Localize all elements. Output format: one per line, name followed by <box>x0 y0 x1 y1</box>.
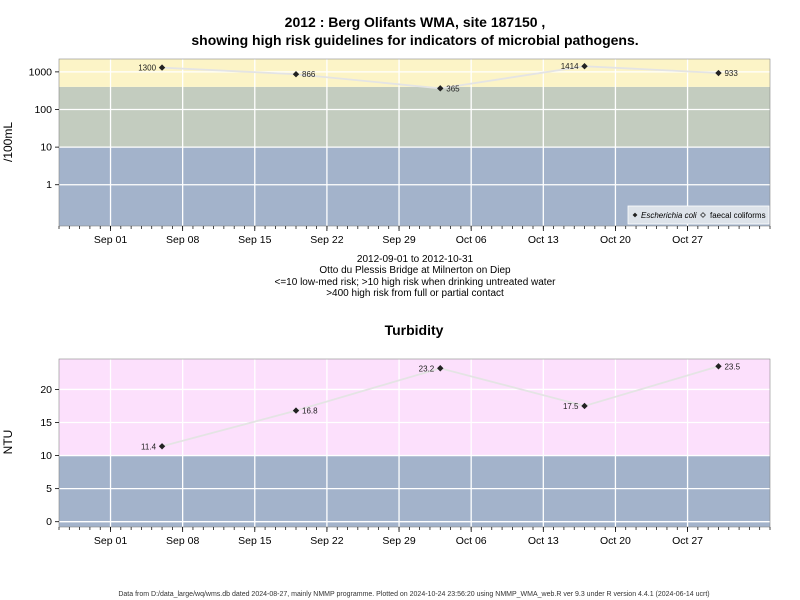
chart1-data-point <box>437 85 444 92</box>
legend-marker-ecoli <box>632 212 638 218</box>
chart2-risk-band-1 <box>59 359 770 456</box>
chart1-xtick-label: Sep 01 <box>94 234 127 246</box>
chart1-data-label: 365 <box>446 84 460 93</box>
chart2-xtick-label: Oct 13 <box>528 535 559 547</box>
chart1-ytick-label: 1000 <box>29 66 53 78</box>
chart1-title-line1: 2012 : Berg Olifants WMA, site 187150 , <box>285 14 546 30</box>
chart2-ylabel: NTU <box>1 430 15 455</box>
chart2-ytick-label: 0 <box>46 516 52 528</box>
legend-label-faecal: faecal coliforms <box>710 211 766 220</box>
chart1-xtick-label: Sep 22 <box>310 234 343 246</box>
chart2-ytick-label: 20 <box>40 384 52 396</box>
chart2-title: Turbidity <box>385 322 444 338</box>
chart2-ytick-label: 15 <box>40 417 52 429</box>
chart1-subtitle-line3: <=10 low-med risk; >10 high risk when dr… <box>275 277 557 288</box>
chart1-xtick-label: Sep 15 <box>238 234 271 246</box>
chart1-data-label: 1414 <box>561 62 579 71</box>
chart1-subtitle-line4: >400 high risk from full or partial cont… <box>326 288 504 299</box>
chart2-data-label: 23.5 <box>724 362 740 371</box>
legend-marker-faecal <box>700 212 706 218</box>
chart2-data-point <box>292 407 300 414</box>
chart1-data-label: 933 <box>724 69 738 78</box>
chart2-frame <box>58 358 771 528</box>
chart1-xtick-label: Oct 27 <box>672 234 703 246</box>
chart2-xtick-label: Oct 20 <box>600 535 631 547</box>
chart2-xtick-label: Sep 01 <box>94 535 127 547</box>
chart1-data-point <box>292 71 300 78</box>
chart1-title-line2: showing high risk guidelines for indicat… <box>191 32 638 48</box>
chart2-data-point <box>437 365 444 372</box>
chart2-data-point <box>158 443 166 450</box>
chart1-ytick-label: 10 <box>40 142 52 154</box>
chart2-xtick-label: Sep 08 <box>166 535 199 547</box>
chart1-xtick-label: Oct 13 <box>528 234 559 246</box>
chart1-ylabel: /100mL <box>1 122 15 162</box>
chart1-data-label: 866 <box>302 70 316 79</box>
chart2-xtick-label: Oct 27 <box>672 535 703 547</box>
chart2-risk-band-0 <box>59 455 770 527</box>
chart1-data-point <box>715 69 722 77</box>
chart2-xtick-label: Sep 29 <box>382 535 415 547</box>
chart1-subtitle-line1: 2012-09-01 to 2012-10-31 <box>357 254 474 265</box>
chart2-data-label: 16.8 <box>302 407 318 416</box>
chart2-data-label: 23.2 <box>419 364 435 373</box>
chart2-data-point <box>715 363 722 370</box>
chart1-risk-band-1 <box>59 86 770 148</box>
chart1-risk-band-2 <box>59 59 770 87</box>
chart2-xtick-label: Sep 22 <box>310 535 343 547</box>
chart2-ytick-label: 5 <box>46 483 52 495</box>
chart1-xtick-label: Sep 08 <box>166 234 199 246</box>
chart1-frame <box>58 58 771 227</box>
chart1-xtick-label: Oct 06 <box>456 234 487 246</box>
chart2-data-point <box>581 402 588 410</box>
chart1-data-point <box>158 64 166 71</box>
chart1-ytick-label: 100 <box>34 104 52 116</box>
footer-note: Data from D:/data_large/wq/wms.db dated … <box>118 591 709 598</box>
chart2-plot: Sep 01 Sep 08 Sep 15 Sep 22 Sep 29 Oct 06 Oct … <box>40 358 771 547</box>
chart2-xtick-label: Oct 06 <box>456 535 487 547</box>
chart2-data-label: 17.5 <box>563 402 579 411</box>
chart1-ytick-label: 1 <box>46 179 52 191</box>
legend-label-ecoli: Escherichia coli <box>641 211 697 220</box>
chart2-ytick-label: 10 <box>40 450 52 462</box>
chart1-data-label: 1300 <box>138 64 156 73</box>
chart1-subtitle-line2: Otto du Plessis Bridge at Milnerton on D… <box>319 265 511 276</box>
chart1-plot: Sep 01 Sep 08 Sep 15 Sep 22 Sep 29 Oct 06 Oct … <box>29 58 771 246</box>
chart1-data-point <box>581 63 588 70</box>
chart2-xtick-label: Sep 15 <box>238 535 271 547</box>
chart1-xtick-label: Sep 29 <box>382 234 415 246</box>
chart2-data-label: 11.4 <box>141 442 157 451</box>
chart1-xtick-label: Oct 20 <box>600 234 631 246</box>
legend-box <box>627 205 770 225</box>
